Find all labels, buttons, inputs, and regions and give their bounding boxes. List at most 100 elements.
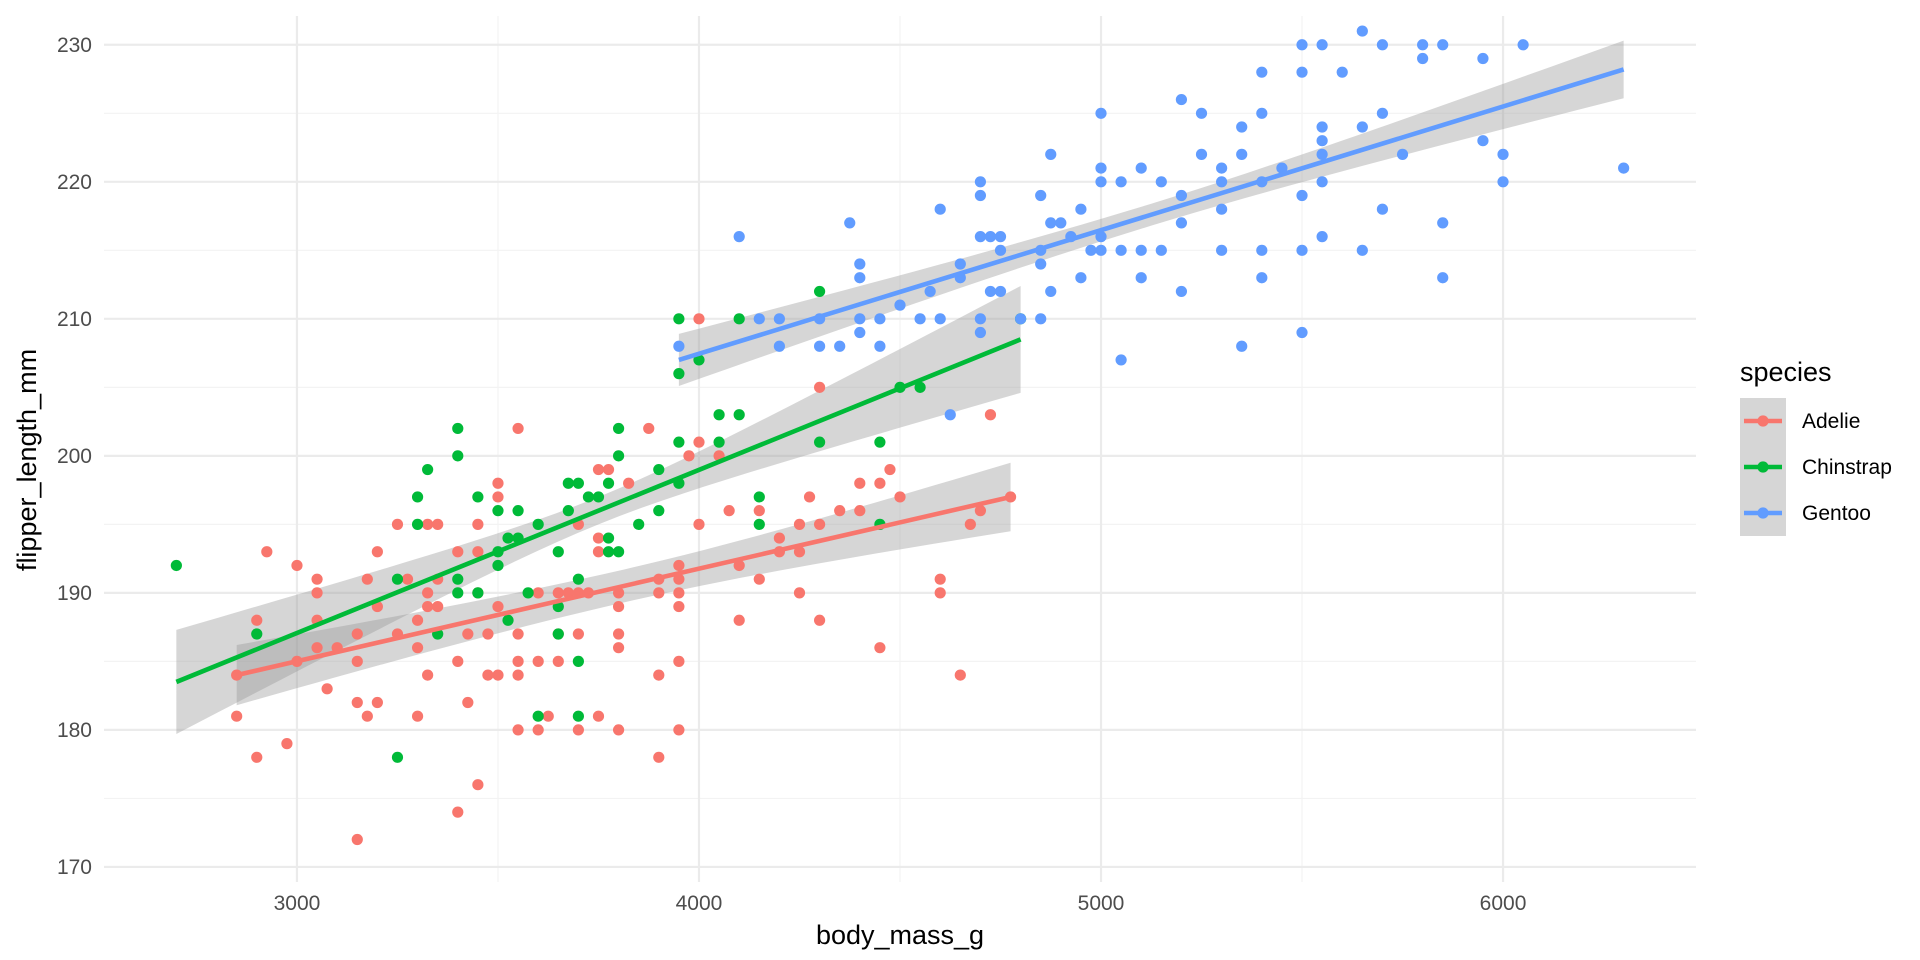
point-gentoo xyxy=(924,285,936,298)
point-adelie xyxy=(251,751,263,763)
y-tick-label: 190 xyxy=(57,582,92,605)
point-gentoo xyxy=(934,313,946,325)
point-gentoo xyxy=(1256,244,1268,256)
point-adelie xyxy=(542,710,554,722)
point-gentoo xyxy=(773,313,785,325)
point-chinstrap xyxy=(673,313,685,325)
point-adelie xyxy=(673,600,685,613)
point-gentoo xyxy=(834,340,846,352)
point-gentoo xyxy=(1437,272,1449,284)
point-adelie xyxy=(422,587,434,599)
point-chinstrap xyxy=(411,518,424,530)
point-gentoo xyxy=(1135,244,1147,256)
point-adelie xyxy=(371,696,383,709)
point-gentoo xyxy=(1497,148,1509,160)
point-adelie xyxy=(251,614,263,626)
point-chinstrap xyxy=(602,532,615,544)
point-adelie xyxy=(623,477,635,489)
point-chinstrap xyxy=(492,559,504,572)
legend: species Adelie Chinstrap Gentoo xyxy=(1740,357,1892,536)
point-gentoo xyxy=(1135,272,1147,284)
point-adelie xyxy=(452,546,464,558)
point-adelie xyxy=(653,669,665,681)
point-gentoo xyxy=(854,326,866,339)
point-gentoo xyxy=(854,272,866,284)
point-chinstrap xyxy=(532,710,544,722)
point-chinstrap xyxy=(602,546,615,558)
point-chinstrap xyxy=(552,546,564,558)
point-adelie xyxy=(512,628,524,640)
point-adelie xyxy=(793,518,806,530)
point-adelie xyxy=(512,724,524,736)
point-chinstrap xyxy=(612,422,625,435)
point-gentoo xyxy=(1316,121,1328,133)
point-chinstrap xyxy=(552,628,564,640)
point-adelie xyxy=(452,806,464,818)
y-tick-label: 200 xyxy=(57,445,92,468)
point-adelie xyxy=(572,724,584,736)
fit-line-adelie xyxy=(236,494,1012,678)
point-gentoo xyxy=(1055,217,1067,229)
point-adelie xyxy=(612,628,625,640)
point-gentoo xyxy=(1618,162,1630,174)
point-adelie xyxy=(411,614,424,626)
legend-label: Chinstrap xyxy=(1802,456,1892,479)
legend-key-gentoo xyxy=(1740,490,1786,536)
point-gentoo xyxy=(1256,66,1268,78)
point-chinstrap xyxy=(602,477,615,489)
point-adelie xyxy=(592,532,605,544)
point-adelie xyxy=(351,696,363,709)
point-adelie xyxy=(512,422,524,435)
point-adelie xyxy=(612,600,625,613)
point-gentoo xyxy=(844,217,856,229)
x-tick-label: 4000 xyxy=(676,892,723,915)
point-adelie xyxy=(492,477,504,489)
point-adelie xyxy=(733,614,745,626)
point-gentoo xyxy=(1015,313,1027,325)
point-adelie xyxy=(813,614,826,626)
point-gentoo xyxy=(733,231,745,243)
x-tick-label: 6000 xyxy=(1480,892,1527,915)
point-gentoo xyxy=(1085,244,1097,256)
point-gentoo xyxy=(894,299,906,311)
point-adelie xyxy=(411,710,424,722)
point-adelie xyxy=(422,518,434,530)
point-adelie xyxy=(351,655,363,667)
y-tick-label: 230 xyxy=(57,34,92,57)
legend-key-point xyxy=(1757,415,1769,427)
point-adelie xyxy=(361,573,373,585)
point-gentoo xyxy=(974,189,987,202)
point-adelie xyxy=(422,669,434,681)
point-adelie xyxy=(693,436,705,448)
point-chinstrap xyxy=(874,436,886,448)
point-chinstrap xyxy=(582,491,595,503)
point-gentoo xyxy=(1316,39,1328,51)
point-adelie xyxy=(311,587,323,599)
legend-label: Adelie xyxy=(1802,410,1860,433)
point-adelie xyxy=(472,518,484,530)
point-gentoo xyxy=(974,313,987,325)
point-adelie xyxy=(874,477,886,489)
point-chinstrap xyxy=(452,573,464,585)
point-gentoo xyxy=(753,313,765,325)
point-gentoo xyxy=(1155,244,1167,256)
point-adelie xyxy=(492,669,504,681)
point-gentoo xyxy=(1316,176,1328,188)
point-chinstrap xyxy=(452,450,464,462)
point-gentoo xyxy=(1316,135,1328,147)
point-gentoo xyxy=(1376,203,1389,215)
point-chinstrap xyxy=(572,655,584,667)
point-gentoo xyxy=(1115,244,1127,256)
point-gentoo xyxy=(1497,176,1509,188)
point-adelie xyxy=(592,463,605,476)
point-gentoo xyxy=(974,231,987,243)
point-gentoo xyxy=(914,313,926,325)
point-gentoo xyxy=(1376,39,1389,51)
point-adelie xyxy=(643,422,655,435)
point-chinstrap xyxy=(693,354,705,366)
point-gentoo xyxy=(1095,176,1107,188)
point-gentoo xyxy=(1175,189,1188,202)
point-adelie xyxy=(311,642,323,654)
point-gentoo xyxy=(944,409,956,421)
